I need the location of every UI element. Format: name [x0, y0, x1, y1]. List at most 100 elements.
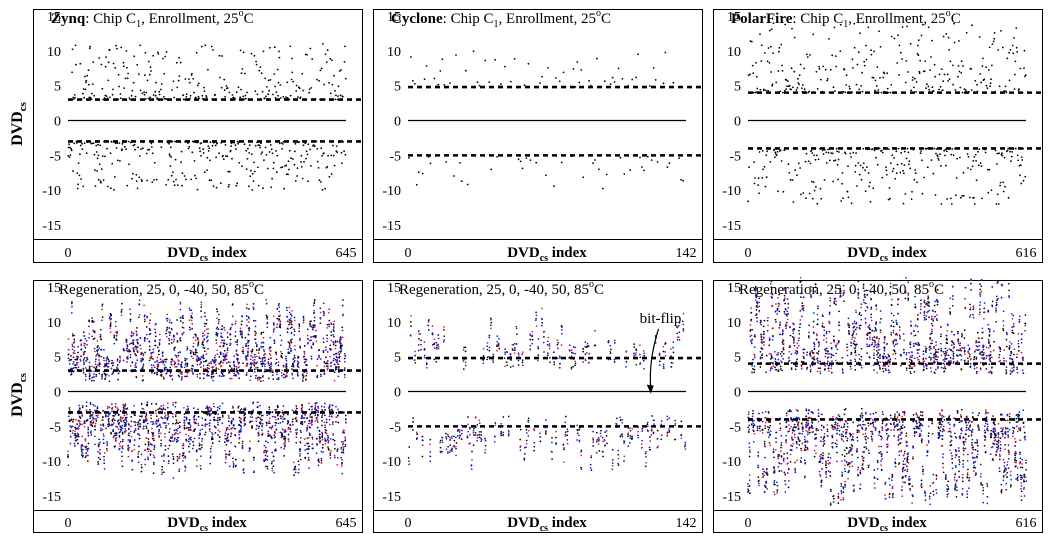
data-point	[173, 338, 176, 341]
data-point	[176, 184, 179, 187]
data-point	[282, 376, 285, 379]
data-point	[172, 416, 174, 418]
data-point	[256, 379, 259, 381]
data-point	[752, 91, 755, 94]
data-point	[97, 461, 99, 463]
data-point	[80, 449, 83, 451]
data-point	[269, 426, 271, 429]
data-point	[298, 325, 301, 328]
data-point	[191, 368, 194, 371]
data-point	[93, 376, 95, 378]
data-point	[335, 416, 337, 419]
data-point	[255, 332, 257, 334]
data-point	[167, 455, 170, 457]
data-point	[885, 169, 888, 172]
data-point	[500, 431, 503, 433]
data-point	[116, 330, 119, 333]
data-point	[519, 160, 522, 163]
data-point	[191, 312, 194, 315]
data-point	[480, 434, 483, 436]
data-point	[598, 168, 600, 171]
data-point	[129, 430, 132, 433]
data-point	[233, 372, 236, 375]
data-point	[120, 429, 123, 432]
data-point	[255, 60, 257, 63]
data-point	[256, 93, 259, 96]
data-point	[158, 429, 161, 431]
y-tick-label: 15	[47, 281, 61, 296]
data-point	[180, 161, 183, 164]
data-point	[161, 473, 163, 476]
data-point	[771, 83, 774, 86]
data-point	[909, 42, 912, 45]
data-point	[131, 460, 133, 462]
data-point	[162, 370, 165, 372]
data-point	[302, 375, 305, 377]
data-point	[525, 432, 528, 434]
data-point	[73, 142, 76, 145]
data-point	[806, 56, 809, 58]
data-point	[175, 419, 178, 422]
data-point	[814, 158, 817, 161]
data-point	[461, 429, 463, 432]
data-point	[163, 364, 166, 366]
data-point	[421, 444, 424, 446]
data-point	[206, 406, 208, 408]
data-point	[798, 83, 801, 86]
data-point	[227, 415, 230, 417]
data-point	[224, 461, 227, 464]
data-point	[102, 442, 105, 444]
data-point	[121, 148, 123, 151]
data-point	[548, 347, 551, 350]
data-point	[267, 93, 270, 96]
data-point	[320, 373, 322, 376]
data-point	[232, 407, 234, 409]
data-point	[337, 408, 339, 411]
data-point	[490, 321, 493, 324]
data-point	[208, 406, 211, 409]
data-point	[304, 456, 307, 459]
data-point	[142, 363, 145, 366]
data-point	[97, 444, 100, 447]
data-point	[918, 72, 921, 75]
data-point	[780, 43, 783, 46]
data-point	[891, 170, 894, 173]
data-point	[133, 143, 136, 146]
data-point	[497, 342, 500, 345]
data-point	[799, 63, 802, 66]
data-point	[278, 56, 281, 59]
data-point	[237, 354, 239, 357]
data-point	[215, 186, 218, 189]
data-point	[268, 413, 271, 416]
data-point	[277, 418, 280, 420]
data-point	[121, 465, 124, 468]
data-point	[341, 458, 343, 461]
data-point	[195, 422, 197, 425]
data-point	[470, 468, 473, 471]
data-point	[525, 446, 527, 449]
data-point	[148, 448, 150, 451]
x-min-label: 0	[405, 516, 412, 531]
data-point	[111, 406, 114, 409]
data-point	[343, 373, 346, 376]
data-point	[296, 360, 299, 363]
data-point	[272, 465, 275, 467]
data-point	[311, 408, 313, 411]
data-point	[425, 366, 428, 369]
data-point	[176, 333, 178, 335]
data-point	[247, 344, 250, 347]
data-point	[252, 359, 254, 362]
data-point	[507, 429, 510, 432]
data-point	[264, 353, 266, 355]
data-point	[156, 369, 159, 371]
data-point	[223, 349, 226, 352]
data-point	[272, 315, 275, 318]
data-point	[98, 361, 101, 364]
data-point	[277, 94, 279, 97]
data-point	[237, 142, 239, 145]
data-point	[92, 404, 95, 406]
data-point	[423, 348, 426, 350]
data-point	[273, 327, 276, 330]
data-point	[311, 58, 314, 60]
data-point	[126, 350, 129, 353]
